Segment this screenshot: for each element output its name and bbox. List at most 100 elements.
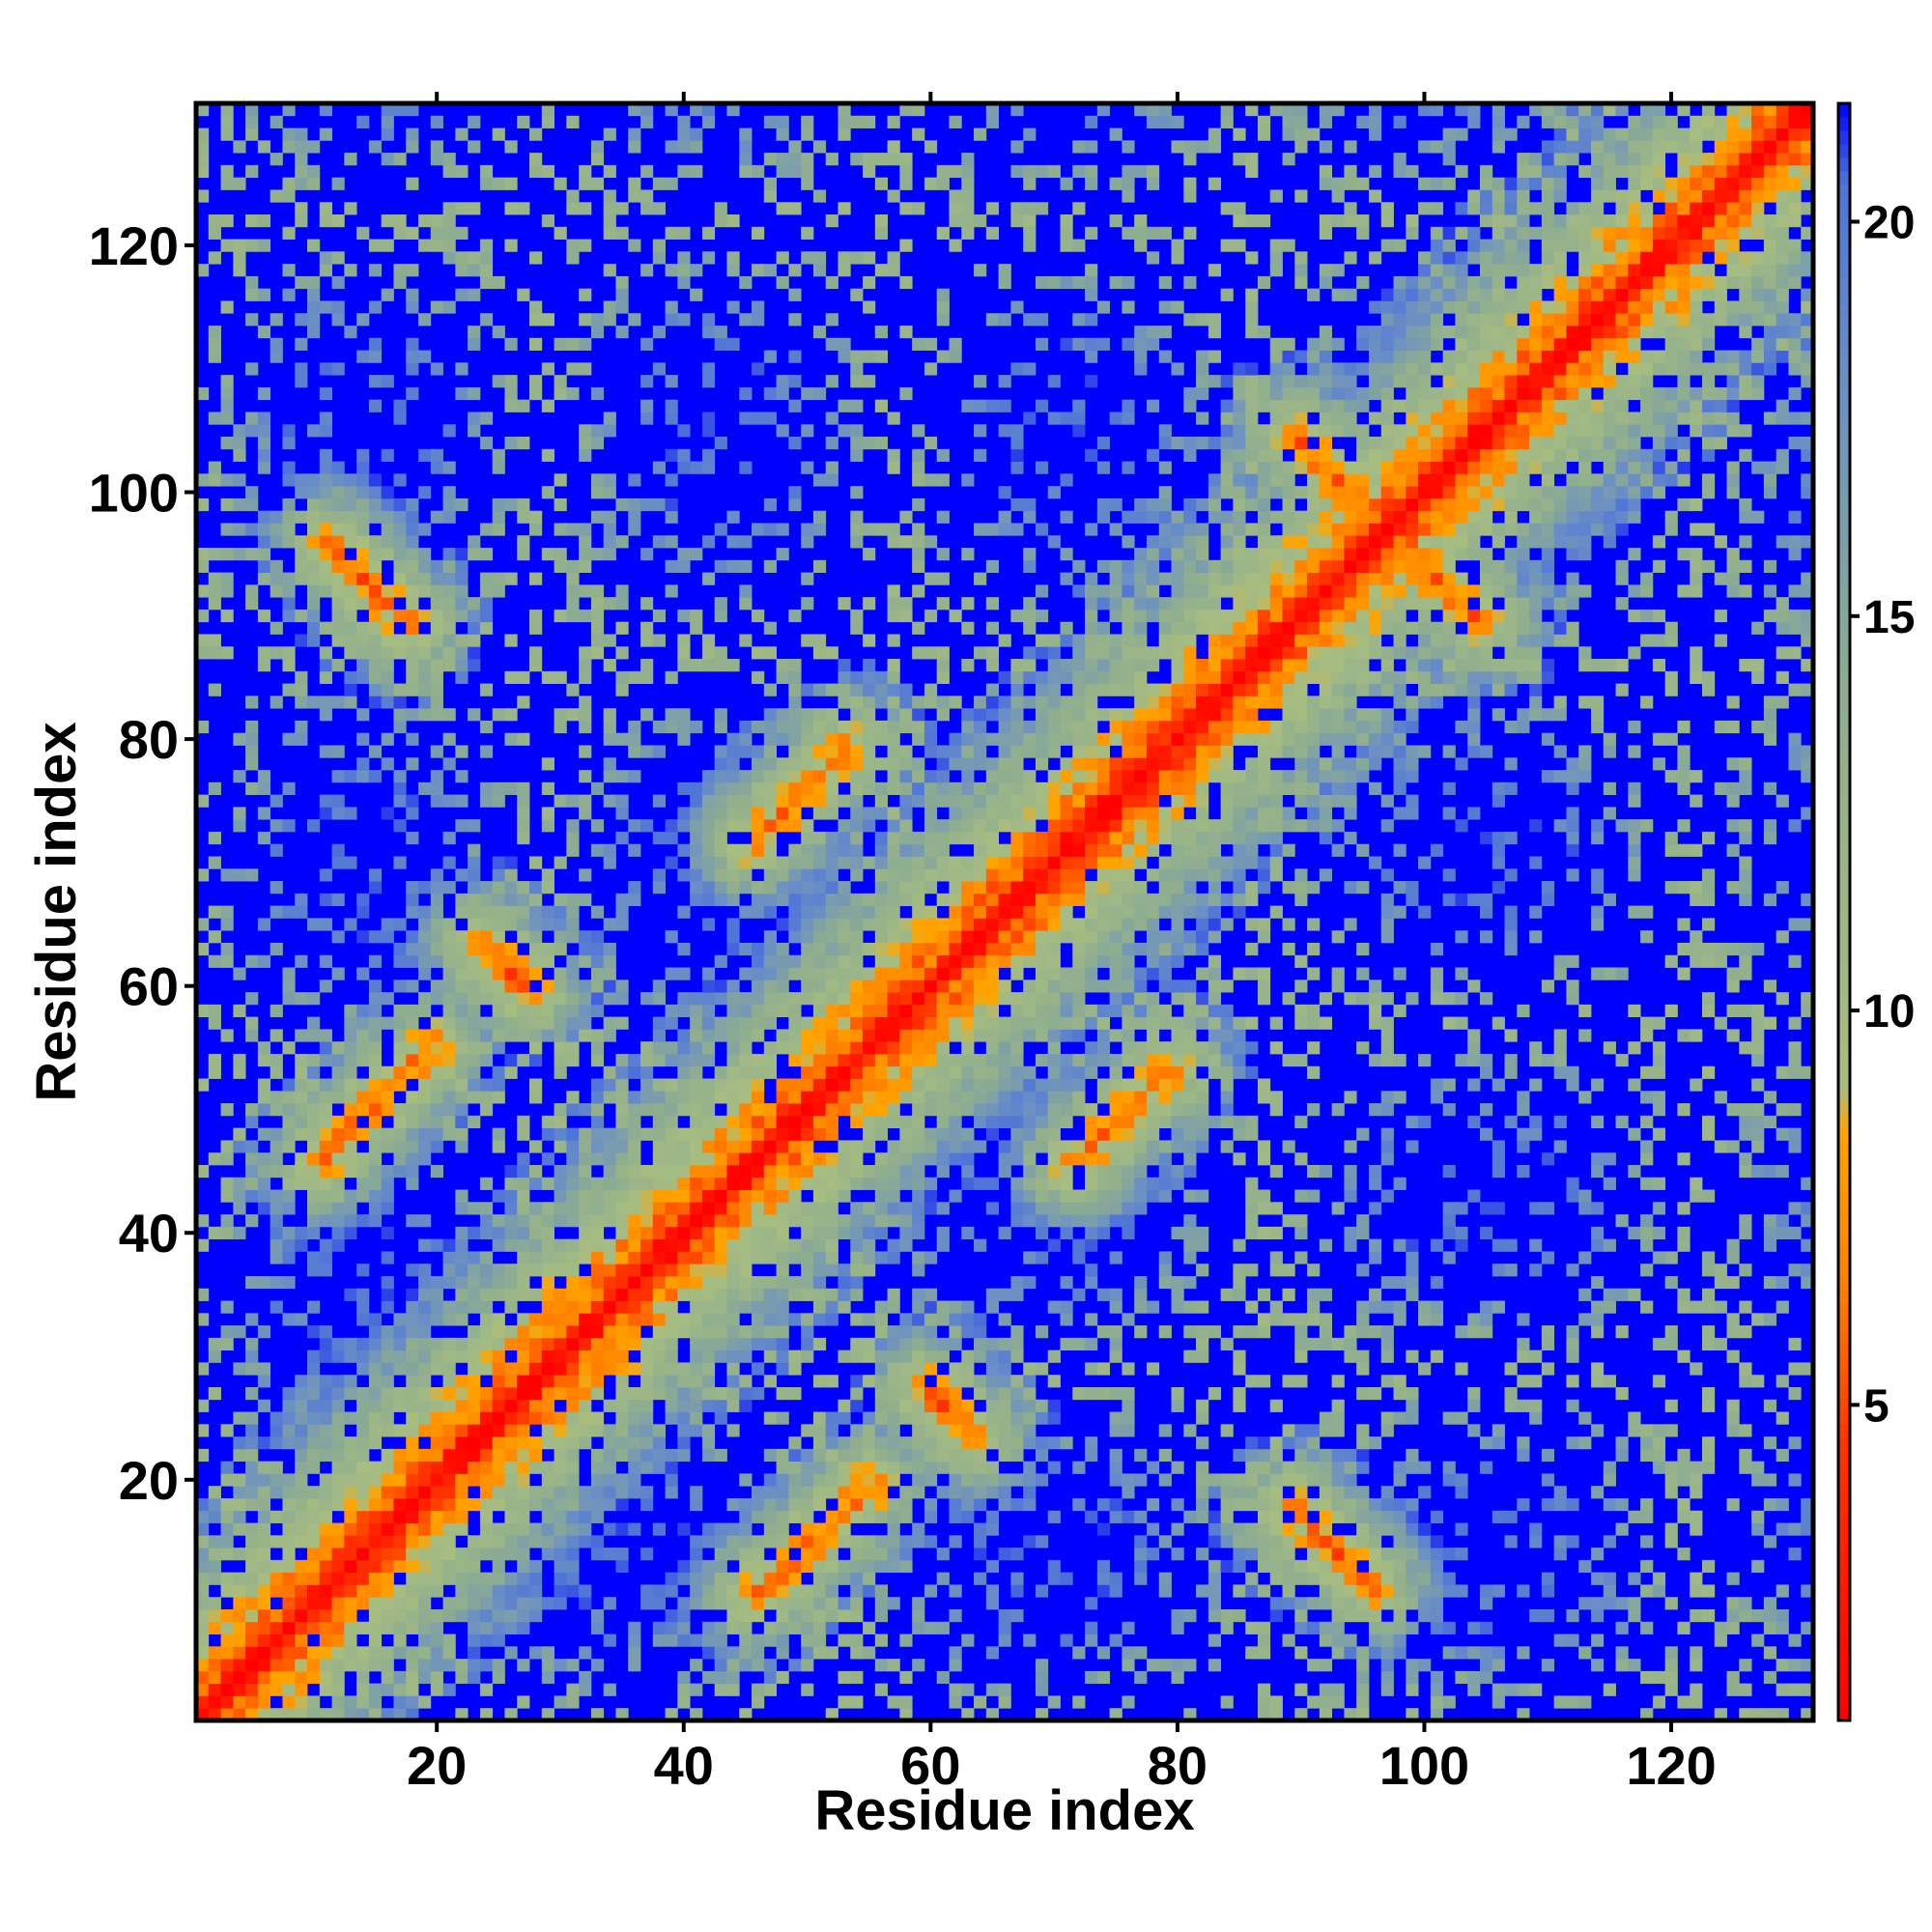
heatmap-cell xyxy=(1368,1584,1382,1598)
heatmap-cell xyxy=(677,781,691,795)
heatmap-cell xyxy=(529,337,543,351)
heatmap-cell xyxy=(295,1313,308,1326)
heatmap-cell xyxy=(295,202,308,215)
heatmap-cell xyxy=(393,1448,407,1463)
heatmap-cell xyxy=(554,670,567,684)
heatmap-cell xyxy=(1257,1436,1271,1450)
heatmap-cell xyxy=(1652,1424,1666,1437)
heatmap-cell xyxy=(776,1548,789,1561)
heatmap-cell xyxy=(1442,1202,1456,1215)
heatmap-cell xyxy=(331,1621,345,1634)
heatmap-cell xyxy=(245,424,259,438)
heatmap-cell xyxy=(492,893,505,907)
heatmap-cell xyxy=(566,1313,580,1326)
heatmap-cell xyxy=(1233,1386,1246,1401)
heatmap-cell xyxy=(677,140,691,154)
heatmap-cell xyxy=(1319,1461,1333,1474)
heatmap-cell xyxy=(430,1127,443,1141)
heatmap-cell xyxy=(801,1559,814,1574)
heatmap-cell xyxy=(1418,1300,1432,1314)
heatmap-cell xyxy=(406,1424,419,1437)
heatmap-cell xyxy=(652,1461,666,1474)
heatmap-cell xyxy=(838,1164,851,1179)
heatmap-cell xyxy=(1529,1375,1543,1388)
heatmap-cell xyxy=(1294,1375,1308,1388)
heatmap-cell xyxy=(899,1337,913,1351)
heatmap-cell xyxy=(468,1572,481,1585)
heatmap-cell xyxy=(998,1695,1011,1709)
heatmap-cell xyxy=(1553,1535,1567,1548)
heatmap-cell xyxy=(1628,1572,1641,1585)
heatmap-cell xyxy=(1442,1646,1456,1660)
heatmap-cell xyxy=(985,1559,1000,1574)
heatmap-cell xyxy=(726,1572,740,1585)
heatmap-cell xyxy=(714,659,727,672)
heatmap-cell xyxy=(282,1091,296,1104)
heatmap-cell xyxy=(566,1350,580,1363)
heatmap-cell xyxy=(1603,1300,1616,1314)
heatmap-cell xyxy=(393,708,407,722)
heatmap-cell xyxy=(1776,1659,1789,1672)
heatmap-cell xyxy=(677,1572,691,1585)
heatmap-cell xyxy=(752,1127,765,1141)
heatmap-cell xyxy=(1714,1337,1727,1351)
heatmap-cell xyxy=(381,1486,394,1499)
heatmap-cell xyxy=(257,1202,271,1215)
heatmap-cell xyxy=(812,1189,827,1203)
heatmap-cell xyxy=(566,794,580,808)
heatmap-cell xyxy=(282,510,296,524)
heatmap-cell xyxy=(615,1214,629,1228)
heatmap-cell xyxy=(356,1029,370,1042)
heatmap-cell xyxy=(1590,1548,1605,1561)
heatmap-cell xyxy=(1726,1275,1740,1290)
heatmap-cell xyxy=(1479,1313,1493,1326)
heatmap-cell xyxy=(763,1041,777,1055)
heatmap-cell xyxy=(381,1424,394,1437)
heatmap-cell xyxy=(1652,1572,1666,1585)
heatmap-cell xyxy=(1171,1300,1184,1314)
heatmap-cell xyxy=(899,1535,913,1548)
heatmap-cell xyxy=(430,1559,443,1574)
heatmap-cell xyxy=(615,1127,629,1141)
heatmap-cell xyxy=(295,732,308,746)
heatmap-cell xyxy=(220,1424,234,1437)
heatmap-cell xyxy=(923,1461,938,1474)
heatmap-cell xyxy=(541,1436,554,1450)
heatmap-cell xyxy=(763,1103,777,1117)
heatmap-cell xyxy=(295,337,308,351)
heatmap-cell xyxy=(1146,1362,1160,1376)
heatmap-cell xyxy=(529,942,543,956)
heatmap-cell xyxy=(257,1584,271,1598)
heatmap-cell xyxy=(1504,1264,1518,1277)
heatmap-cell xyxy=(763,1189,777,1203)
heatmap-cell xyxy=(850,1399,864,1412)
heatmap-cell xyxy=(1467,1189,1481,1203)
heatmap-cell xyxy=(331,535,345,549)
heatmap-cell xyxy=(295,1572,308,1585)
heatmap-cell xyxy=(368,659,383,672)
heatmap-cell xyxy=(579,1584,592,1598)
heatmap-cell xyxy=(393,1140,407,1153)
heatmap-cell xyxy=(492,868,505,882)
heatmap-cell xyxy=(1406,1251,1419,1264)
heatmap-cell xyxy=(356,634,370,647)
heatmap-cell xyxy=(739,1337,753,1351)
heatmap-cell xyxy=(319,646,332,660)
heatmap-cell xyxy=(468,202,481,215)
heatmap-cell xyxy=(282,1189,296,1203)
heatmap-cell xyxy=(566,1127,580,1141)
heatmap-cell xyxy=(418,1325,432,1339)
heatmap-cell xyxy=(1331,1448,1345,1463)
heatmap-cell xyxy=(1196,1584,1209,1598)
heatmap-cell xyxy=(270,535,283,549)
heatmap-cell xyxy=(442,584,456,598)
heatmap-cell xyxy=(208,1016,221,1030)
heatmap-cell xyxy=(1171,1399,1184,1412)
heatmap-cell xyxy=(615,831,629,845)
heatmap-cell xyxy=(1085,1238,1098,1252)
heatmap-cell xyxy=(418,1264,432,1277)
heatmap-cell xyxy=(393,1634,407,1647)
heatmap-cell xyxy=(912,1461,925,1474)
heatmap-cell xyxy=(714,1226,727,1240)
heatmap-cell xyxy=(677,128,691,141)
